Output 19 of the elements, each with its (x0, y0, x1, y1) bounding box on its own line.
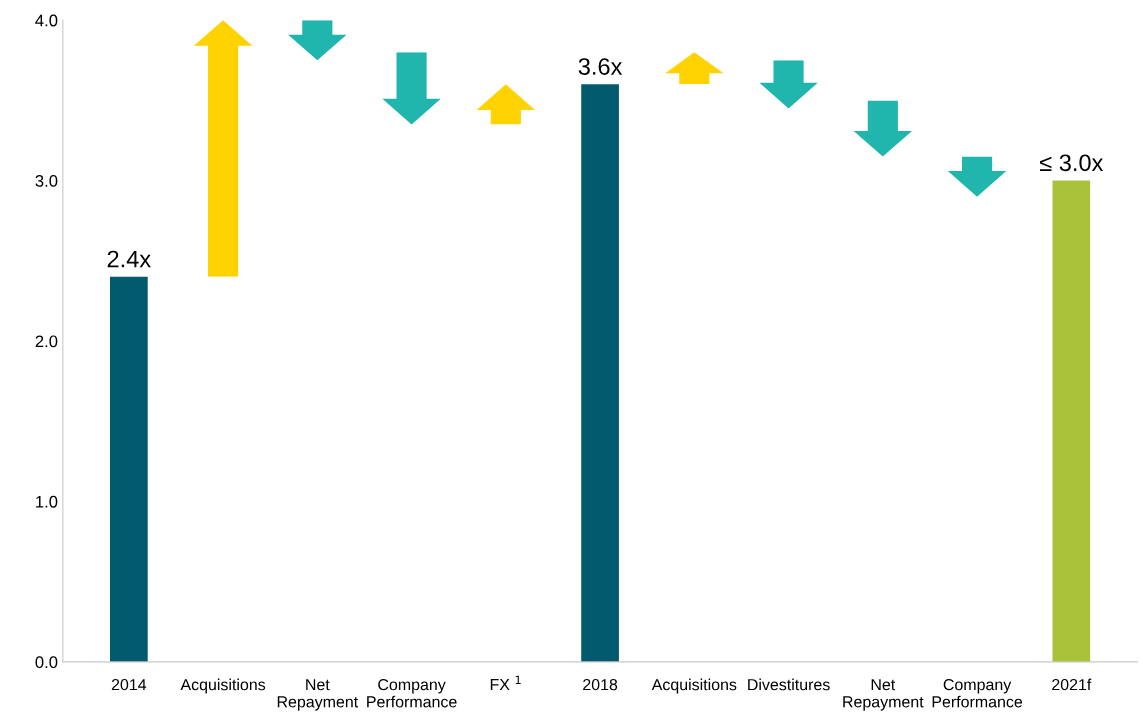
y-tick-label: 1.0 (36, 495, 58, 508)
x-tick-label: 2018 (583, 678, 618, 691)
x-tick-label: Company Performance (932, 678, 1023, 708)
x-tick-label: FX $^{1}$ (490, 675, 521, 691)
x-tick-label: Net Repayment (277, 679, 359, 711)
x-tick-label: Company Performance (367, 678, 457, 708)
x-tick-label: Divestitures (748, 678, 830, 691)
x-tick-label: Net Repayment (843, 679, 924, 711)
data-label: 2.4x (107, 250, 151, 268)
y-tick-label: 2.0 (35, 335, 58, 348)
x-tick-label: Acquisitions (651, 678, 737, 694)
x-tick-label: 2021f (1052, 678, 1092, 691)
data-label: 3.6x (578, 58, 623, 75)
x-tick-label: 2014 (111, 678, 147, 691)
y-tick-label: 0.0 (35, 656, 58, 669)
y-tick-label: 3.0 (35, 175, 58, 187)
x-tick-label: Acquisitions (180, 678, 266, 694)
y-tick-label: 4.0 (35, 14, 58, 27)
data-label: ≤ 3.0x (1039, 154, 1104, 172)
